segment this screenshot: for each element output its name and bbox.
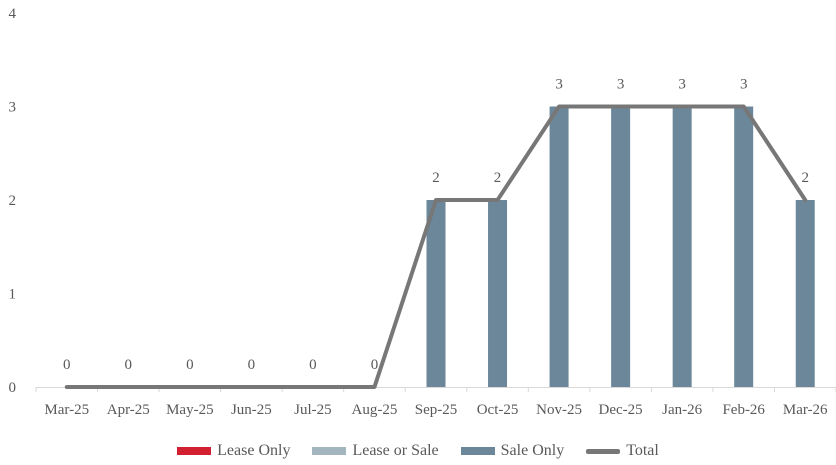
bar-sale-only (795, 200, 815, 387)
y-tick-label: 4 (9, 6, 17, 22)
legend-swatch-lease-or-sale (312, 447, 347, 455)
x-tick-label: Jul-25 (294, 402, 332, 418)
bar-sale-only (611, 106, 631, 387)
legend-swatch-total (586, 448, 621, 454)
legend-swatch-sale-only (460, 447, 495, 455)
data-label: 3 (678, 77, 686, 93)
x-tick-label: May-25 (166, 402, 214, 418)
line-total (64, 104, 808, 389)
data-label: 2 (432, 170, 440, 186)
data-label: 3 (740, 77, 748, 93)
legend-item-sale-only: Sale Only (460, 442, 565, 460)
data-label: 3 (555, 77, 563, 93)
bar-sale-only (672, 106, 692, 387)
bar-sale-only (426, 200, 446, 387)
y-tick-label: 0 (9, 380, 17, 396)
x-tick-label: Oct-25 (477, 402, 519, 418)
y-tick-label: 2 (9, 193, 17, 209)
data-label: 2 (801, 170, 809, 186)
legend-label-total: Total (626, 442, 659, 459)
legend-label-sale-only: Sale Only (500, 442, 565, 459)
legend-item-lease-or-sale: Lease or Sale (312, 442, 439, 460)
legend-item-total: Total (586, 442, 659, 460)
bar-sale-only (734, 106, 754, 387)
data-label: 0 (248, 357, 256, 373)
x-tick-label: Mar-25 (44, 402, 89, 418)
x-tick-label: Aug-25 (352, 402, 398, 418)
legend-label-lease-only: Lease Only (217, 442, 291, 459)
x-tick-label: Feb-26 (722, 402, 765, 418)
x-tick-label: Apr-25 (107, 402, 150, 418)
data-label: 0 (63, 357, 71, 373)
legend: Lease Only Lease or Sale Sale Only Total (0, 442, 836, 460)
x-tick-label: Mar-26 (783, 402, 828, 418)
x-tick-label: Dec-25 (599, 402, 643, 418)
legend-item-lease-only: Lease Only (177, 442, 290, 460)
legend-label-lease-or-sale: Lease or Sale (352, 442, 439, 459)
data-label: 0 (371, 357, 379, 373)
bar-sale-only (549, 106, 569, 387)
y-tick-label: 1 (9, 287, 17, 303)
legend-swatch-lease-only (177, 447, 212, 455)
x-tick-label: Nov-25 (536, 402, 582, 418)
data-label: 2 (494, 170, 502, 186)
data-label: 3 (617, 77, 625, 93)
data-label: 0 (186, 357, 194, 373)
x-tick-label: Sep-25 (415, 402, 458, 418)
bar-sale-only (488, 200, 508, 387)
x-tick-label: Jun-25 (231, 402, 272, 418)
data-label: 0 (125, 357, 133, 373)
x-tick-label: Jan-26 (662, 402, 702, 418)
data-label: 0 (309, 357, 317, 373)
y-tick-label: 3 (9, 100, 17, 116)
